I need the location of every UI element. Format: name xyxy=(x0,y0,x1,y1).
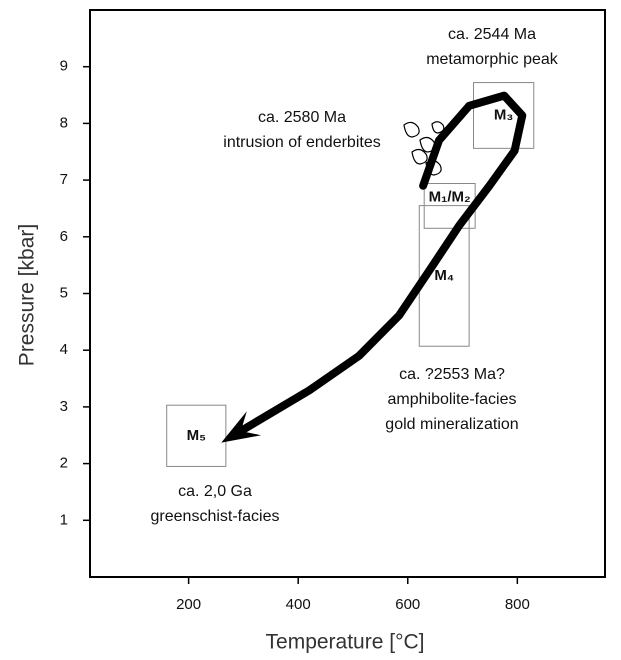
y-tick-label: 4 xyxy=(60,341,68,358)
arrow-head xyxy=(221,411,262,443)
y-tick-label: 3 xyxy=(60,398,68,415)
y-tick-label: 7 xyxy=(60,171,68,188)
stage-label: M₅ xyxy=(187,427,206,444)
annotation: intrusion of enderbites xyxy=(223,134,380,151)
y-tick-label: 8 xyxy=(60,114,68,131)
annotation: amphibolite-facies xyxy=(388,391,517,408)
stage-box xyxy=(473,82,535,149)
y-tick-label: 9 xyxy=(60,58,68,75)
annotation: ca. ?2553 Ma? xyxy=(399,366,505,383)
stage-box xyxy=(166,404,227,467)
x-tick-label: 800 xyxy=(505,596,530,613)
y-tick-label: 1 xyxy=(60,511,68,528)
x-tick-label: 600 xyxy=(395,596,420,613)
stage-box xyxy=(418,205,470,347)
annotation: gold mineralization xyxy=(385,416,518,433)
x-tick-label: 200 xyxy=(176,596,201,613)
pt-path xyxy=(234,91,527,437)
y-tick-label: 2 xyxy=(60,455,68,472)
annotation: metamorphic peak xyxy=(426,51,559,68)
stage-label: M₁/M₂ xyxy=(429,188,471,205)
y-tick-label: 6 xyxy=(60,228,68,245)
plot-frame xyxy=(89,9,606,578)
annotation: ca. 2,0 Ga xyxy=(178,483,252,500)
x-axis-label: Temperature [°C] xyxy=(266,631,425,654)
y-tick-label: 5 xyxy=(60,284,68,301)
annotation: ca. 2580 Ma xyxy=(258,109,346,126)
annotation: greenschist-facies xyxy=(151,508,280,525)
annotation: ca. 2544 Ma xyxy=(448,26,536,43)
stage-label: M₃ xyxy=(494,106,513,123)
y-axis-label: Pressure [kbar] xyxy=(16,224,39,366)
stage-label: M₄ xyxy=(434,267,454,284)
x-tick-label: 400 xyxy=(286,596,311,613)
